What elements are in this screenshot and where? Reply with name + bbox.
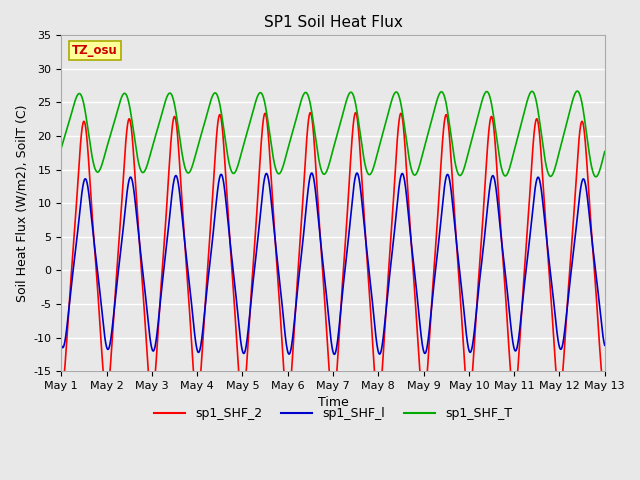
sp1_SHF_l — [383, 294, 391, 300]
sp1_SHF_2 — [58, 388, 65, 394]
Line: sp1_SHF_2: sp1_SHF_2 — [61, 113, 605, 401]
sp1_SHF_l — [308, 170, 316, 176]
Line: sp1_SHF_T: sp1_SHF_T — [61, 91, 605, 177]
sp1_SHF_l — [156, 302, 164, 308]
sp1_SHF_2 — [504, 335, 512, 341]
sp1_SHF_T — [504, 169, 512, 175]
sp1_SHF_l — [265, 179, 273, 185]
sp1_SHF_T — [265, 125, 273, 131]
sp1_SHF_2 — [265, 140, 273, 146]
sp1_SHF_T — [601, 149, 609, 155]
sp1_SHF_T — [383, 114, 391, 120]
sp1_SHF_2 — [411, 292, 419, 298]
Title: SP1 Soil Heat Flux: SP1 Soil Heat Flux — [264, 15, 403, 30]
sp1_SHF_2 — [307, 110, 314, 116]
sp1_SHF_T — [156, 118, 164, 123]
sp1_SHF_l — [330, 351, 338, 357]
sp1_SHF_T — [463, 156, 470, 162]
sp1_SHF_T — [592, 174, 600, 180]
Legend: sp1_SHF_2, sp1_SHF_l, sp1_SHF_T: sp1_SHF_2, sp1_SHF_l, sp1_SHF_T — [149, 402, 517, 425]
Text: TZ_osu: TZ_osu — [72, 44, 118, 57]
Y-axis label: Soil Heat Flux (W/m2), SoilT (C): Soil Heat Flux (W/m2), SoilT (C) — [15, 105, 28, 302]
sp1_SHF_l — [601, 342, 609, 348]
sp1_SHF_l — [411, 272, 419, 278]
sp1_SHF_2 — [601, 388, 609, 394]
sp1_SHF_T — [573, 88, 581, 94]
sp1_SHF_2 — [463, 388, 471, 394]
sp1_SHF_T — [58, 145, 65, 151]
sp1_SHF_l — [504, 298, 512, 304]
sp1_SHF_2 — [156, 299, 164, 305]
X-axis label: Time: Time — [317, 396, 348, 409]
sp1_SHF_l — [58, 342, 65, 348]
sp1_SHF_2 — [383, 286, 391, 291]
Line: sp1_SHF_l: sp1_SHF_l — [61, 173, 605, 354]
sp1_SHF_2 — [329, 398, 337, 404]
sp1_SHF_l — [463, 336, 471, 342]
sp1_SHF_T — [411, 172, 419, 178]
